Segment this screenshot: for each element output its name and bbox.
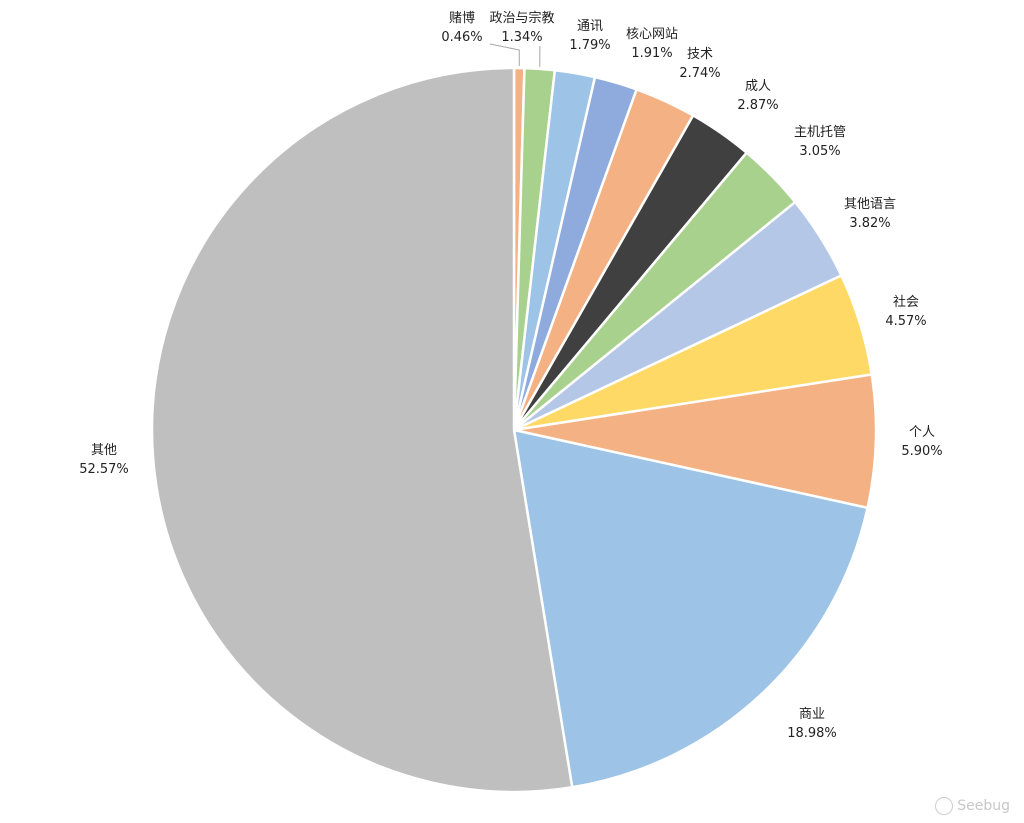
leader-line-0 bbox=[489, 43, 520, 67]
slice-category-label-3: 核心网站 bbox=[626, 27, 678, 42]
seebug-logo-icon bbox=[935, 797, 954, 815]
slice-value-label-5: 2.87% bbox=[737, 98, 778, 113]
slice-value-label-4: 2.74% bbox=[679, 66, 720, 81]
slice-value-label-11: 52.57% bbox=[79, 462, 129, 477]
slice-category-label-4: 技术 bbox=[687, 47, 713, 62]
slice-category-label-2: 通讯 bbox=[577, 19, 603, 34]
slice-value-label-1: 1.34% bbox=[501, 30, 542, 45]
slice-category-label-8: 社会 bbox=[893, 294, 919, 310]
slice-category-label-9: 个人 bbox=[909, 425, 935, 440]
slice-value-label-2: 1.79% bbox=[569, 38, 610, 53]
slice-value-label-8: 4.57% bbox=[885, 314, 926, 329]
slice-category-label-0: 赌博 bbox=[449, 11, 475, 26]
slice-value-label-6: 3.05% bbox=[799, 144, 840, 159]
slice-category-label-10: 商业 bbox=[799, 707, 825, 722]
pie-slice-10 bbox=[512, 428, 869, 789]
slice-value-label-9: 5.90% bbox=[901, 444, 942, 459]
pie-slice-11 bbox=[150, 66, 574, 794]
watermark-text: Seebug bbox=[957, 798, 1010, 814]
slice-category-label-11: 其他 bbox=[91, 443, 117, 458]
slice-category-label-7: 其他语言 bbox=[844, 197, 896, 212]
slice-value-label-10: 18.98% bbox=[787, 726, 837, 741]
slice-category-label-1: 政治与宗教 bbox=[489, 10, 554, 26]
slice-category-label-6: 主机托管 bbox=[794, 125, 846, 140]
slice-value-label-7: 3.82% bbox=[849, 216, 890, 231]
pie-slice-9 bbox=[512, 373, 878, 510]
slice-value-label-3: 1.91% bbox=[631, 46, 672, 61]
slice-value-label-0: 0.46% bbox=[441, 30, 482, 45]
watermark: Seebug bbox=[935, 797, 1010, 815]
slice-category-label-5: 成人 bbox=[745, 79, 771, 94]
